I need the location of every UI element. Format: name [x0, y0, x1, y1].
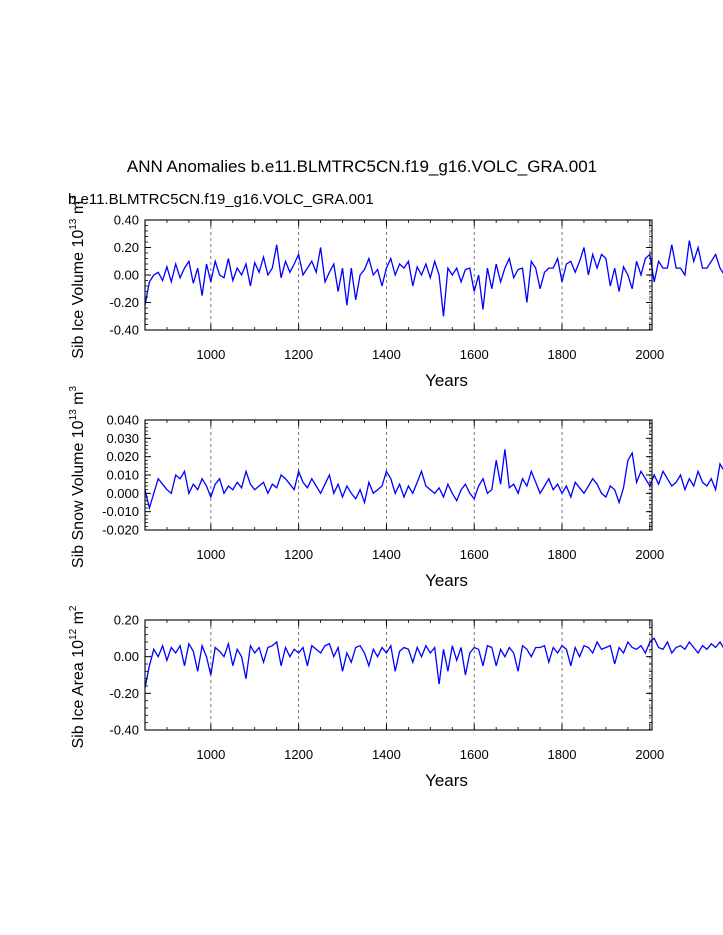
x-tick-label: 1400: [372, 547, 401, 562]
chart-panel-1: 1000 1200 1400 1600 1800 2000 -0.40 -0.20 0.00 0.…: [68, 195, 723, 390]
y-tick-label: 0.40: [114, 213, 139, 228]
panels: 1000 1200 1400 1600 1800 2000 -0.40 -0.20 0.00 0.…: [68, 195, 723, 790]
x-tick-label: 1200: [284, 747, 313, 762]
y-tick-label: 0.00: [114, 268, 139, 283]
chart-panel-2: 1000 1200 1400 1600 1800 2000 -0.020 -0.010 0.00…: [68, 386, 723, 590]
x-tick-label: 1000: [196, 347, 225, 362]
x-tick-label: 2000: [635, 547, 664, 562]
y-tick-label: -0.40: [109, 723, 139, 738]
y-tick-label: -0.010: [102, 504, 139, 519]
y-tick-label: 0.020: [106, 449, 139, 464]
series-label: b.e11.BLMTRC5CN.f19_g16.VOLC_GRA.001: [68, 191, 374, 208]
y-axis-label: Sib Ice Area 1012 m2: [68, 605, 87, 748]
plot-frame: [144, 219, 653, 331]
series-line: [144, 240, 723, 317]
x-tick-label: 2000: [635, 347, 664, 362]
x-tick-label: 1400: [372, 347, 401, 362]
x-tick-label: 2000: [635, 747, 664, 762]
series-line: [144, 449, 723, 511]
x-tick-label: 1800: [548, 547, 577, 562]
x-tick-label: 1000: [196, 747, 225, 762]
y-axis-label: Sib Ice Volume 1013 m3: [68, 195, 87, 359]
x-tick-label: 1600: [460, 547, 489, 562]
y-tick-label: 0.00: [114, 649, 139, 664]
x-tick-label: 1600: [460, 747, 489, 762]
y-tick-label: 0.040: [106, 413, 139, 428]
x-axis-label: Years: [425, 571, 468, 590]
x-tick-label: 1200: [284, 347, 313, 362]
y-tick-label: -0.40: [109, 323, 139, 338]
x-tick-label: 1000: [196, 547, 225, 562]
y-tick-label: -0.20: [109, 686, 139, 701]
x-tick-label: 1200: [284, 547, 313, 562]
y-tick-label: -0.020: [102, 523, 139, 538]
x-tick-label: 1400: [372, 747, 401, 762]
x-axis-label: Years: [425, 371, 468, 390]
y-tick-label: 0.030: [106, 431, 139, 446]
chart-panel-3: 1000 1200 1400 1600 1800 2000 -0.40 -0.20 0.00 0.…: [68, 605, 723, 790]
plot-frame: [144, 419, 653, 531]
main-title: ANN Anomalies b.e11.BLMTRC5CN.f19_g16.VO…: [127, 157, 597, 176]
x-tick-label: 1800: [548, 347, 577, 362]
y-tick-label: 0.010: [106, 468, 139, 483]
y-tick-label: 0.20: [114, 613, 139, 628]
y-tick-label: 0.20: [114, 240, 139, 255]
x-tick-label: 1800: [548, 747, 577, 762]
y-axis-label: Sib Snow Volume 1013 m3: [68, 386, 87, 569]
series-line: [144, 637, 723, 688]
x-tick-label: 1600: [460, 347, 489, 362]
plot-frame: [144, 619, 653, 731]
y-tick-label: 0.000: [106, 486, 139, 501]
x-axis-label: Years: [425, 771, 468, 790]
y-tick-label: -0.20: [109, 295, 139, 310]
